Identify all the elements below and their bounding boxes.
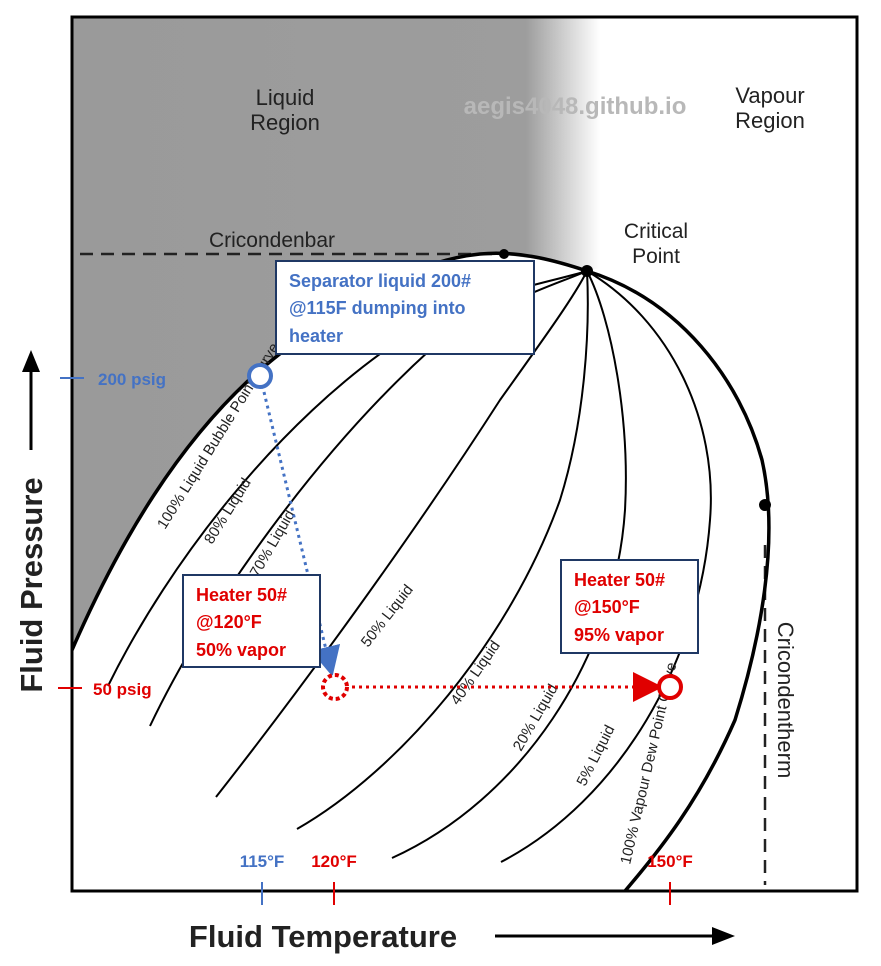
label-115F: 115°F — [240, 852, 285, 871]
heater-150F-callout: Heater 50# @150°F 95% vapor — [560, 559, 699, 654]
label-120F: 120°F — [311, 852, 357, 871]
y-axis-arrow-head — [22, 350, 40, 372]
cricondenbar-point — [499, 249, 509, 259]
heater-120F-callout-line-1: Heater 50# — [196, 585, 287, 605]
quality-line-5 — [500, 270, 712, 863]
separator-state-point — [247, 363, 273, 389]
heater-150F-callout-line-2: @150°F — [574, 597, 640, 617]
cricondentherm-point — [759, 499, 771, 511]
critical-point-label-2: Point — [632, 245, 680, 268]
plot-frame — [70, 15, 859, 893]
quality-line-20 — [391, 270, 627, 859]
heater-150F-callout-line-3: 95% vapor — [574, 625, 664, 645]
heater-120F-state-point — [321, 673, 349, 701]
separator-callout-line-1: Separator liquid 200# — [289, 271, 471, 291]
liquid-40-label: 40% Liquid — [447, 638, 504, 709]
separator-callout: Separator liquid 200# @115F dumping into… — [275, 260, 535, 355]
cricondentherm-label: Cricondentherm — [773, 622, 798, 779]
x-axis-label: Fluid Temperature — [189, 919, 457, 954]
vapour-region-label: Vapour — [735, 83, 804, 108]
quality-line-50 — [215, 270, 588, 798]
liquid-region-label: Liquid — [256, 85, 315, 110]
heater-120F-callout-line-3: 50% vapor — [196, 640, 286, 660]
liquid-5-label: 5% Liquid — [573, 722, 618, 788]
critical-point — [581, 265, 593, 277]
liquid-region-shade — [72, 17, 600, 650]
heater-120F-callout-line-2: @120°F — [196, 612, 262, 632]
liquid-70-label: 70% Liquid — [247, 507, 299, 580]
watermark: aegis4048.github.io — [464, 93, 687, 120]
dew-point-curve — [586, 269, 771, 893]
label-200-psig: 200 psig — [98, 370, 166, 389]
separator-callout-line-2: @115F dumping into — [289, 298, 466, 318]
y-axis-label: Fluid Pressure — [14, 477, 49, 692]
heater-150F-callout-line-1: Heater 50# — [574, 570, 665, 590]
critical-point-label: Critical — [624, 220, 688, 243]
heater-120F-callout: Heater 50# @120°F 50% vapor — [182, 574, 321, 668]
liquid-80-label: 80% Liquid — [201, 475, 255, 547]
quality-line-40 — [296, 270, 589, 830]
liquid-region-label-2: Region — [250, 110, 320, 135]
liquid-50-label: 50% Liquid — [358, 581, 417, 650]
cricondenbar-label: Cricondenbar — [209, 229, 335, 252]
label-150F: 150°F — [647, 852, 693, 871]
label-50-psig: 50 psig — [93, 680, 152, 699]
x-axis-arrow-head — [712, 927, 735, 945]
heater-150F-state-point — [657, 674, 683, 700]
vapour-region-label-2: Region — [735, 108, 805, 133]
separator-callout-line-3: heater — [289, 326, 343, 346]
